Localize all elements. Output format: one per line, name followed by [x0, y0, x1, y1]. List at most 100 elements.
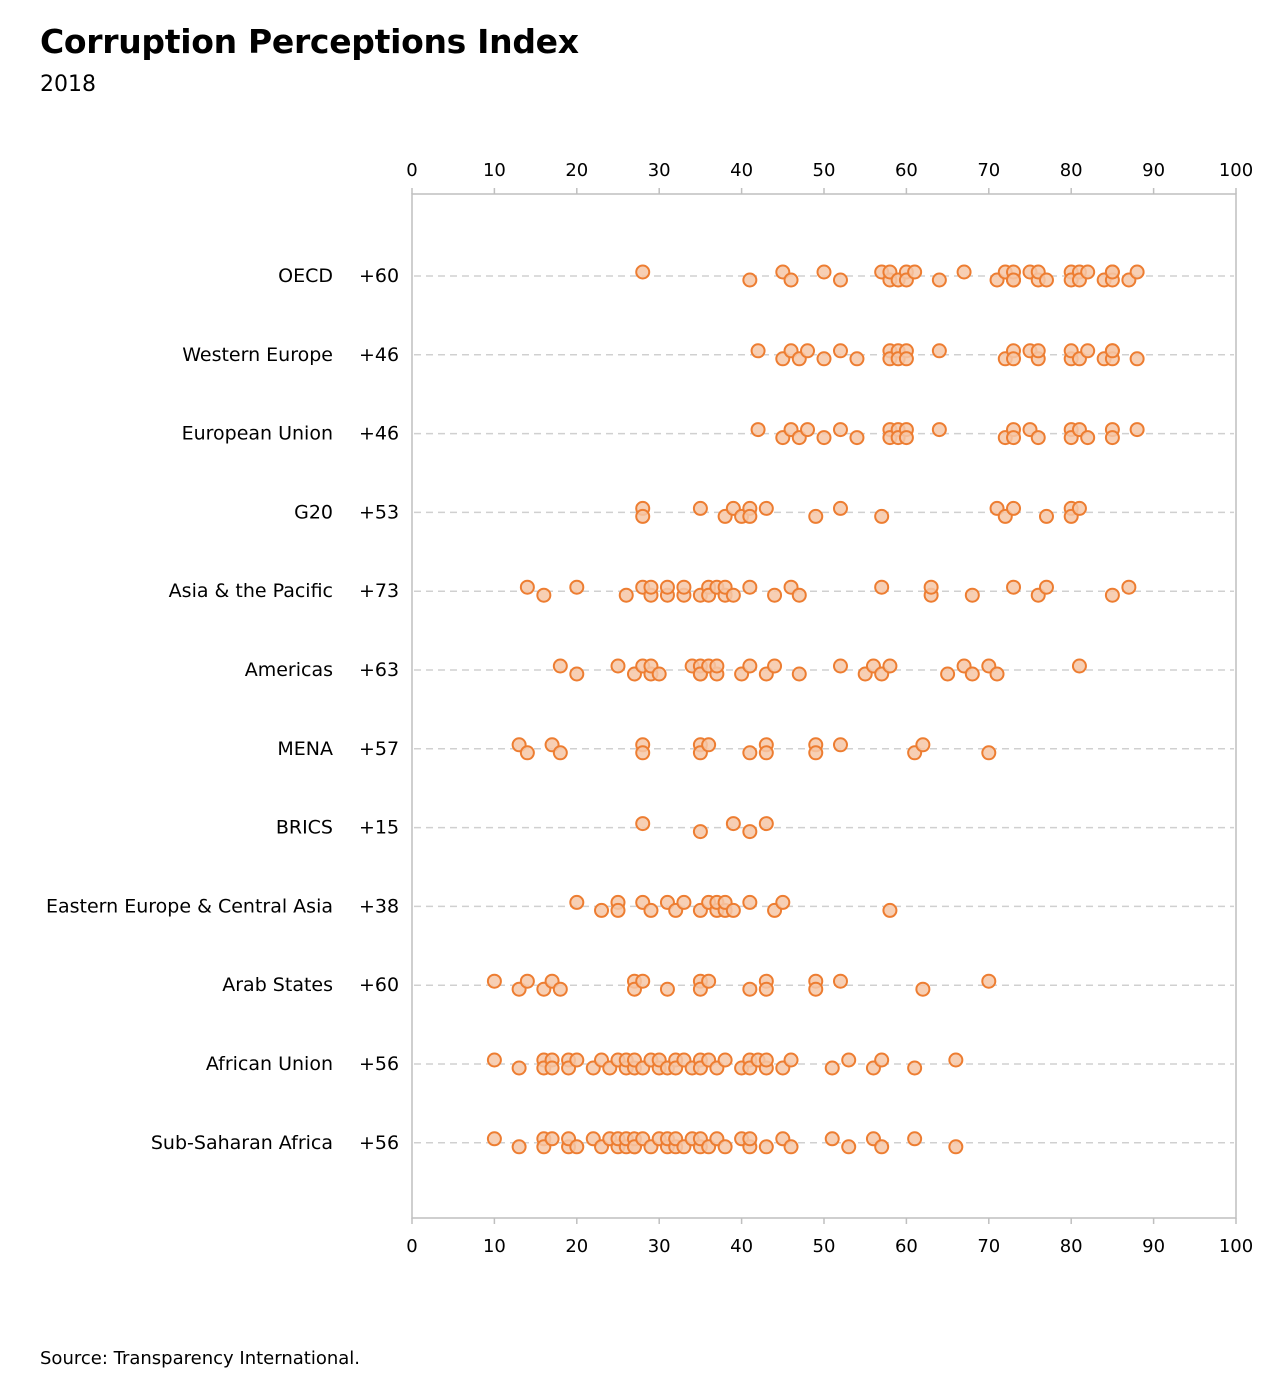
data-point: [907, 264, 923, 280]
chart-subtitle: 2018: [40, 72, 96, 97]
data-point: [783, 272, 799, 288]
data-point: [643, 579, 659, 595]
data-point: [651, 666, 667, 682]
data-point: [552, 658, 568, 674]
data-point: [725, 816, 741, 832]
data-point: [486, 973, 502, 989]
data-point: [569, 1139, 585, 1155]
score-range-label: +63: [359, 659, 399, 681]
category-labels: OECD +60 Western Europe +46 European Union +4…: [46, 265, 399, 1154]
score-range-label: +57: [359, 738, 399, 760]
data-point: [907, 1060, 923, 1076]
top-tick-label: 50: [813, 160, 836, 181]
data-point: [758, 500, 774, 516]
data-point: [1104, 587, 1120, 603]
data-point: [742, 658, 758, 674]
top-tick-label: 0: [406, 160, 417, 181]
data-point: [832, 422, 848, 438]
category-label: Asia & the Pacific: [169, 580, 333, 602]
data-point: [1129, 351, 1145, 367]
bottom-tick-label: 70: [977, 1236, 1000, 1257]
data-point: [1129, 422, 1145, 438]
bottom-tick-label: 20: [565, 1236, 588, 1257]
data-point: [742, 579, 758, 595]
data-point: [931, 422, 947, 438]
top-tick-label: 80: [1060, 160, 1083, 181]
data-point: [832, 973, 848, 989]
data-point: [882, 658, 898, 674]
data-point: [931, 272, 947, 288]
data-point: [511, 1139, 527, 1155]
category-label: European Union: [182, 423, 333, 445]
data-point: [594, 902, 610, 918]
data-point: [849, 351, 865, 367]
data-point: [1038, 272, 1054, 288]
data-point: [824, 1131, 840, 1147]
source-note: Source: Transparency International.: [40, 1348, 360, 1369]
data-point: [635, 508, 651, 524]
series-points: [750, 343, 1145, 367]
data-point: [692, 500, 708, 516]
data-point: [981, 745, 997, 761]
data-point: [486, 1131, 502, 1147]
data-point: [948, 1052, 964, 1068]
bottom-tick-label: 40: [730, 1236, 753, 1257]
data-point: [536, 587, 552, 603]
data-point: [1080, 430, 1096, 446]
data-point: [742, 1131, 758, 1147]
data-point: [511, 1060, 527, 1076]
score-range-label: +38: [359, 895, 399, 917]
data-point: [1030, 343, 1046, 359]
top-tick-label: 60: [895, 160, 918, 181]
data-point: [643, 902, 659, 918]
data-point: [544, 1131, 560, 1147]
bottom-axis: 0 10 20 30 40 50 60 70 80 90 100: [406, 1218, 1253, 1257]
data-point: [758, 1139, 774, 1155]
data-point: [816, 430, 832, 446]
top-tick-label: 10: [483, 160, 506, 181]
data-point: [915, 737, 931, 753]
top-tick-label: 40: [730, 160, 753, 181]
data-point: [758, 816, 774, 832]
data-point: [717, 1139, 733, 1155]
data-point: [841, 1052, 857, 1068]
data-point: [758, 981, 774, 997]
data-point: [816, 264, 832, 280]
data-point: [1006, 430, 1022, 446]
bottom-tick-label: 10: [483, 1236, 506, 1257]
data-point: [717, 1052, 733, 1068]
data-point: [742, 824, 758, 840]
data-point: [725, 902, 741, 918]
data-point: [874, 1052, 890, 1068]
data-point: [750, 422, 766, 438]
data-point: [544, 1060, 560, 1076]
data-point: [1071, 500, 1087, 516]
score-range-label: +56: [359, 1132, 399, 1154]
data-point: [618, 587, 634, 603]
data-point: [956, 264, 972, 280]
data-point: [841, 1139, 857, 1155]
data-point: [519, 973, 535, 989]
bottom-tick-label: 30: [648, 1236, 671, 1257]
data-point: [709, 658, 725, 674]
data-point: [791, 587, 807, 603]
data-point: [1104, 343, 1120, 359]
data-point: [964, 666, 980, 682]
data-point: [898, 430, 914, 446]
data-point: [931, 343, 947, 359]
data-point: [800, 422, 816, 438]
data-point: [981, 973, 997, 989]
data-point: [1038, 508, 1054, 524]
category-label: Western Europe: [182, 344, 333, 366]
data-point: [832, 343, 848, 359]
data-point: [676, 579, 692, 595]
data-point: [849, 430, 865, 446]
series-points: [635, 264, 1145, 288]
score-range-label: +46: [359, 344, 399, 366]
category-label: Eastern Europe & Central Asia: [46, 895, 333, 917]
data-point: [610, 902, 626, 918]
data-points: [486, 264, 1145, 1155]
data-point: [519, 579, 535, 595]
data-point: [1006, 579, 1022, 595]
data-point: [874, 579, 890, 595]
